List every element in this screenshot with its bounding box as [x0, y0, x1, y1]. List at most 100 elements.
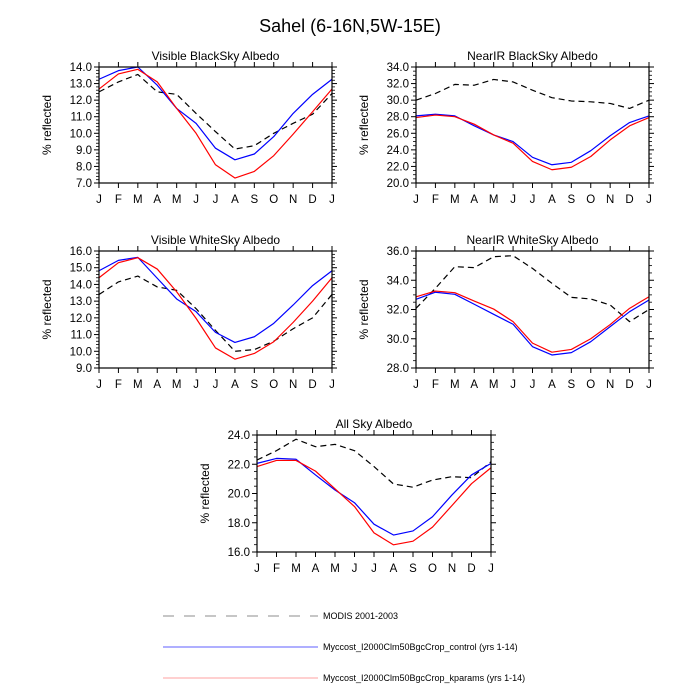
y-axis-label: % reflected: [40, 279, 54, 339]
x-tick-label: F: [115, 379, 122, 391]
x-tick-label: J: [96, 194, 102, 206]
y-tick-label: 26.0: [387, 128, 409, 140]
y-tick-label: 8.0: [76, 161, 92, 173]
x-tick-label: M: [489, 194, 499, 206]
x-tick-label: N: [448, 563, 456, 575]
x-tick-label: J: [510, 194, 516, 206]
y-tick-label: 11.0: [70, 112, 92, 124]
series-line-control: [415, 113, 650, 166]
series-line-modis: [98, 275, 333, 352]
y-tick-label: 34.0: [387, 275, 409, 287]
y-tick-label: 10.0: [70, 128, 92, 140]
y-tick-label: 7.0: [76, 178, 92, 190]
x-tick-label: M: [172, 194, 182, 206]
series-line-modis: [256, 438, 492, 488]
x-tick-label: J: [530, 194, 536, 206]
x-tick-label: J: [213, 379, 219, 391]
x-tick-label: S: [567, 194, 575, 206]
x-tick-label: D: [625, 379, 633, 391]
y-tick-label: 28.0: [387, 363, 409, 375]
panel-title: NearIR BlackSky Albedo: [467, 49, 598, 63]
x-tick-label: A: [231, 194, 239, 206]
y-tick-label: 14.0: [70, 279, 92, 291]
x-tick-label: J: [646, 379, 652, 391]
y-tick-label: 24.0: [228, 430, 250, 442]
panel-title: All Sky Albedo: [336, 417, 413, 431]
x-tick-label: J: [646, 194, 652, 206]
x-tick-label: D: [308, 379, 316, 391]
y-tick-label: 12.0: [70, 95, 92, 107]
x-tick-label: J: [413, 379, 419, 391]
y-axis-label: % reflected: [40, 95, 54, 155]
legend-label-kparams: Myccost_I2000Clm50BgcCrop_kparams (yrs 1…: [323, 673, 525, 683]
y-tick-label: 36.0: [387, 246, 409, 258]
x-tick-label: M: [133, 194, 143, 206]
y-tick-label: 13.0: [70, 79, 92, 91]
x-tick-label: A: [470, 194, 478, 206]
y-tick-label: 22.0: [228, 459, 250, 471]
x-tick-label: M: [489, 379, 499, 391]
y-tick-label: 30.0: [387, 95, 409, 107]
x-tick-label: A: [470, 379, 478, 391]
series-line-kparams: [98, 68, 333, 179]
series-line-kparams: [415, 290, 650, 353]
panel-title: Visible WhiteSky Albedo: [151, 233, 281, 247]
legend-label-control: Myccost_I2000Clm50BgcCrop_control (yrs 1…: [323, 642, 518, 652]
plot-frame: [256, 434, 492, 553]
series-line-kparams: [256, 459, 492, 546]
x-tick-label: N: [606, 194, 614, 206]
y-tick-label: 28.0: [387, 112, 409, 124]
x-tick-label: O: [269, 194, 278, 206]
x-tick-label: A: [390, 563, 398, 575]
x-tick-label: M: [291, 563, 301, 575]
y-tick-label: 14.0: [70, 62, 92, 74]
y-tick-label: 16.0: [70, 246, 92, 258]
x-tick-label: J: [96, 379, 102, 391]
figure-title: Sahel (6-16N,5W-15E): [259, 16, 441, 36]
x-tick-label: J: [329, 194, 335, 206]
y-tick-label: 12.0: [70, 313, 92, 325]
series-line-modis: [415, 255, 650, 323]
x-tick-label: N: [289, 194, 297, 206]
x-tick-label: F: [432, 379, 439, 391]
y-tick-label: 24.0: [387, 145, 409, 157]
x-tick-label: J: [371, 563, 377, 575]
series-line-control: [256, 457, 492, 536]
x-tick-label: D: [467, 563, 475, 575]
y-tick-label: 13.0: [70, 296, 92, 308]
x-tick-label: F: [273, 563, 280, 575]
series-line-modis: [98, 73, 333, 150]
x-tick-label: D: [308, 194, 316, 206]
x-tick-label: A: [548, 379, 556, 391]
y-tick-label: 10.0: [70, 346, 92, 358]
x-tick-label: O: [269, 379, 278, 391]
x-tick-label: O: [586, 379, 595, 391]
x-tick-label: D: [625, 194, 633, 206]
panel-title: Visible BlackSky Albedo: [152, 49, 280, 63]
series-line-kparams: [98, 257, 333, 360]
y-tick-label: 11.0: [70, 330, 92, 342]
series-line-modis: [415, 78, 650, 110]
x-tick-label: F: [115, 194, 122, 206]
y-tick-label: 20.0: [387, 178, 409, 190]
x-tick-label: A: [231, 379, 239, 391]
series-line-control: [415, 291, 650, 356]
x-tick-label: J: [530, 379, 536, 391]
y-tick-label: 34.0: [387, 62, 409, 74]
x-tick-label: J: [213, 194, 219, 206]
y-tick-label: 20.0: [228, 489, 250, 501]
x-tick-label: M: [450, 194, 460, 206]
series-line-kparams: [415, 114, 650, 171]
x-tick-label: N: [606, 379, 614, 391]
y-axis-label: % reflected: [357, 279, 371, 339]
legend-label-modis: MODIS 2001-2003: [323, 611, 398, 621]
plot-frame: [98, 66, 333, 184]
x-tick-label: M: [450, 379, 460, 391]
y-axis-label: % reflected: [357, 95, 371, 155]
